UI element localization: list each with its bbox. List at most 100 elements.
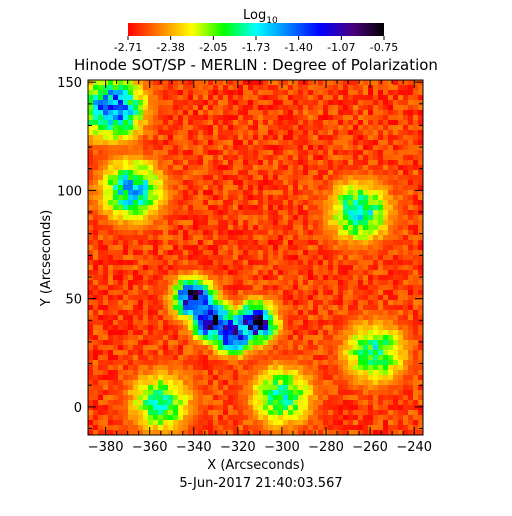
heatmap-cell <box>408 320 413 325</box>
heatmap-cell <box>293 190 298 195</box>
heatmap-cell <box>128 200 133 205</box>
heatmap-cell <box>358 425 363 430</box>
heatmap-cell <box>203 155 208 160</box>
heatmap-cell <box>268 345 273 350</box>
heatmap-cell <box>378 220 383 225</box>
heatmap-cell <box>208 165 213 170</box>
heatmap-cell <box>408 130 413 135</box>
heatmap-cell <box>223 95 228 100</box>
heatmap-cell <box>248 405 253 410</box>
heatmap-cell <box>93 255 98 260</box>
heatmap-cell <box>208 380 213 385</box>
heatmap-cell <box>133 265 138 270</box>
heatmap-cell <box>398 195 403 200</box>
heatmap-cell <box>418 320 423 325</box>
heatmap-cell <box>258 325 263 330</box>
heatmap-cell <box>188 345 193 350</box>
heatmap-cell <box>143 420 148 425</box>
heatmap-cell <box>338 345 343 350</box>
heatmap-cell <box>208 395 213 400</box>
heatmap-cell <box>233 235 238 240</box>
heatmap-cell <box>248 360 253 365</box>
heatmap-cell <box>323 320 328 325</box>
heatmap-cell <box>188 255 193 260</box>
heatmap-cell <box>258 165 263 170</box>
heatmap-cell <box>388 150 393 155</box>
heatmap-cell <box>118 355 123 360</box>
heatmap-cell <box>253 205 258 210</box>
heatmap-cell <box>123 190 128 195</box>
heatmap-cell <box>408 300 413 305</box>
heatmap-cell <box>118 320 123 325</box>
heatmap-cell <box>148 275 153 280</box>
heatmap-cell <box>163 100 168 105</box>
heatmap-cell <box>328 285 333 290</box>
heatmap-cell <box>128 215 133 220</box>
heatmap-cell <box>333 330 338 335</box>
heatmap-cell <box>293 270 298 275</box>
heatmap-cell <box>293 345 298 350</box>
heatmap-cell <box>183 315 188 320</box>
heatmap-cell <box>118 290 123 295</box>
heatmap-cell <box>198 265 203 270</box>
heatmap-cell <box>268 260 273 265</box>
heatmap-cell <box>338 425 343 430</box>
heatmap-cell <box>183 195 188 200</box>
heatmap-cell <box>188 240 193 245</box>
heatmap-cell <box>188 105 193 110</box>
heatmap-cell <box>338 220 343 225</box>
heatmap-cell <box>213 345 218 350</box>
heatmap-cell <box>123 140 128 145</box>
heatmap-cell <box>298 145 303 150</box>
heatmap-cell <box>203 225 208 230</box>
heatmap-cell <box>308 160 313 165</box>
heatmap-cell <box>188 410 193 415</box>
heatmap-cell <box>278 205 283 210</box>
heatmap-cell <box>213 310 218 315</box>
heatmap-cell <box>228 365 233 370</box>
heatmap-cell <box>123 85 128 90</box>
heatmap-cell <box>258 245 263 250</box>
heatmap-cell <box>328 365 333 370</box>
heatmap-cell <box>373 180 378 185</box>
heatmap-cell <box>408 155 413 160</box>
heatmap-cell <box>173 170 178 175</box>
heatmap-cell <box>358 210 363 215</box>
heatmap-cell <box>293 175 298 180</box>
heatmap-cell <box>268 115 273 120</box>
heatmap-cell <box>403 390 408 395</box>
heatmap-cell <box>118 155 123 160</box>
heatmap-cell <box>148 230 153 235</box>
heatmap-cell <box>283 140 288 145</box>
heatmap-cell <box>398 105 403 110</box>
heatmap-cell <box>413 270 418 275</box>
heatmap-cell <box>408 285 413 290</box>
heatmap-cell <box>248 245 253 250</box>
heatmap-cell <box>338 240 343 245</box>
heatmap-cell <box>198 260 203 265</box>
heatmap-cell <box>348 205 353 210</box>
heatmap-cell <box>353 300 358 305</box>
heatmap-cell <box>268 405 273 410</box>
heatmap-cell <box>258 425 263 430</box>
heatmap-cell <box>133 310 138 315</box>
heatmap-cell <box>373 150 378 155</box>
heatmap-cell <box>128 115 133 120</box>
heatmap-cell <box>323 380 328 385</box>
heatmap-cell <box>368 315 373 320</box>
heatmap-cell <box>178 270 183 275</box>
heatmap-cell <box>333 405 338 410</box>
heatmap-cell <box>233 200 238 205</box>
heatmap-cell <box>98 245 103 250</box>
heatmap-cell <box>158 110 163 115</box>
heatmap-cell <box>138 100 143 105</box>
heatmap-cell <box>223 255 228 260</box>
heatmap-cell <box>283 395 288 400</box>
heatmap-cell <box>368 255 373 260</box>
heatmap-cell <box>148 85 153 90</box>
heatmap-cell <box>168 165 173 170</box>
heatmap-cell <box>383 290 388 295</box>
heatmap-cell <box>288 325 293 330</box>
heatmap-cell <box>193 195 198 200</box>
heatmap-cell <box>143 425 148 430</box>
